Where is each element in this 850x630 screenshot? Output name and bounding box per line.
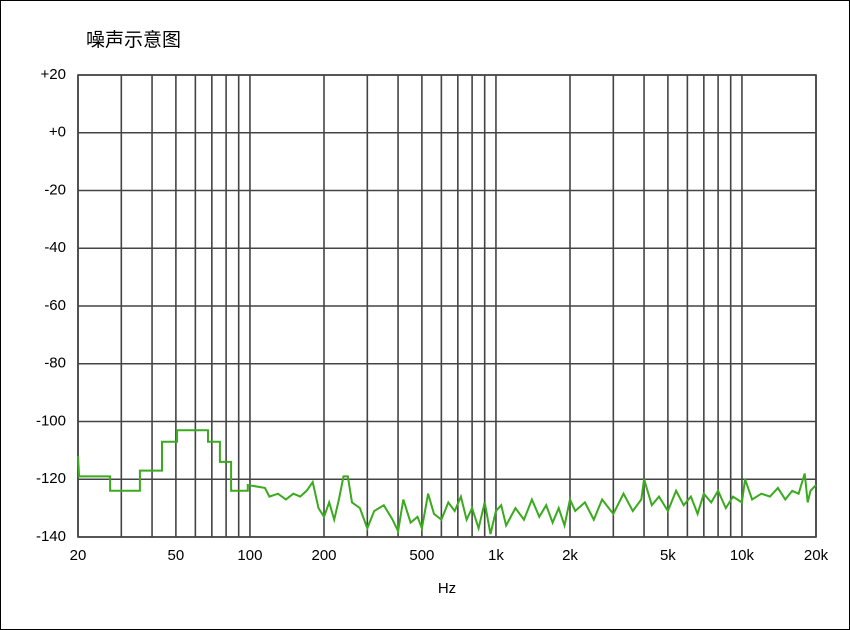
x-tick-label: 2k — [562, 547, 578, 564]
y-tick-label: -80 — [44, 355, 66, 372]
x-tick-label: 5k — [660, 547, 676, 564]
y-tick-label: +0 — [49, 124, 66, 141]
x-tick-label: 100 — [237, 547, 262, 564]
y-tick-label: -120 — [36, 470, 66, 487]
y-tick-label: -40 — [44, 239, 66, 256]
x-tick-label: 500 — [409, 547, 434, 564]
chart-title: 噪声示意图 — [86, 29, 181, 51]
x-axis-label: Hz — [438, 580, 456, 597]
y-tick-label: +20 — [41, 66, 66, 83]
x-tick-label: 1k — [488, 547, 504, 564]
y-tick-label: -60 — [44, 297, 66, 314]
x-tick-label: 20 — [70, 547, 87, 564]
x-tick-label: 200 — [311, 547, 336, 564]
x-tick-label: 10k — [730, 547, 755, 564]
x-tick-label: 20k — [804, 547, 829, 564]
data-line — [77, 429, 817, 535]
y-tick-label: -20 — [44, 181, 66, 198]
x-tick-label: 50 — [168, 547, 185, 564]
y-tick-label: -100 — [36, 412, 66, 429]
y-tick-label: -140 — [36, 528, 66, 545]
